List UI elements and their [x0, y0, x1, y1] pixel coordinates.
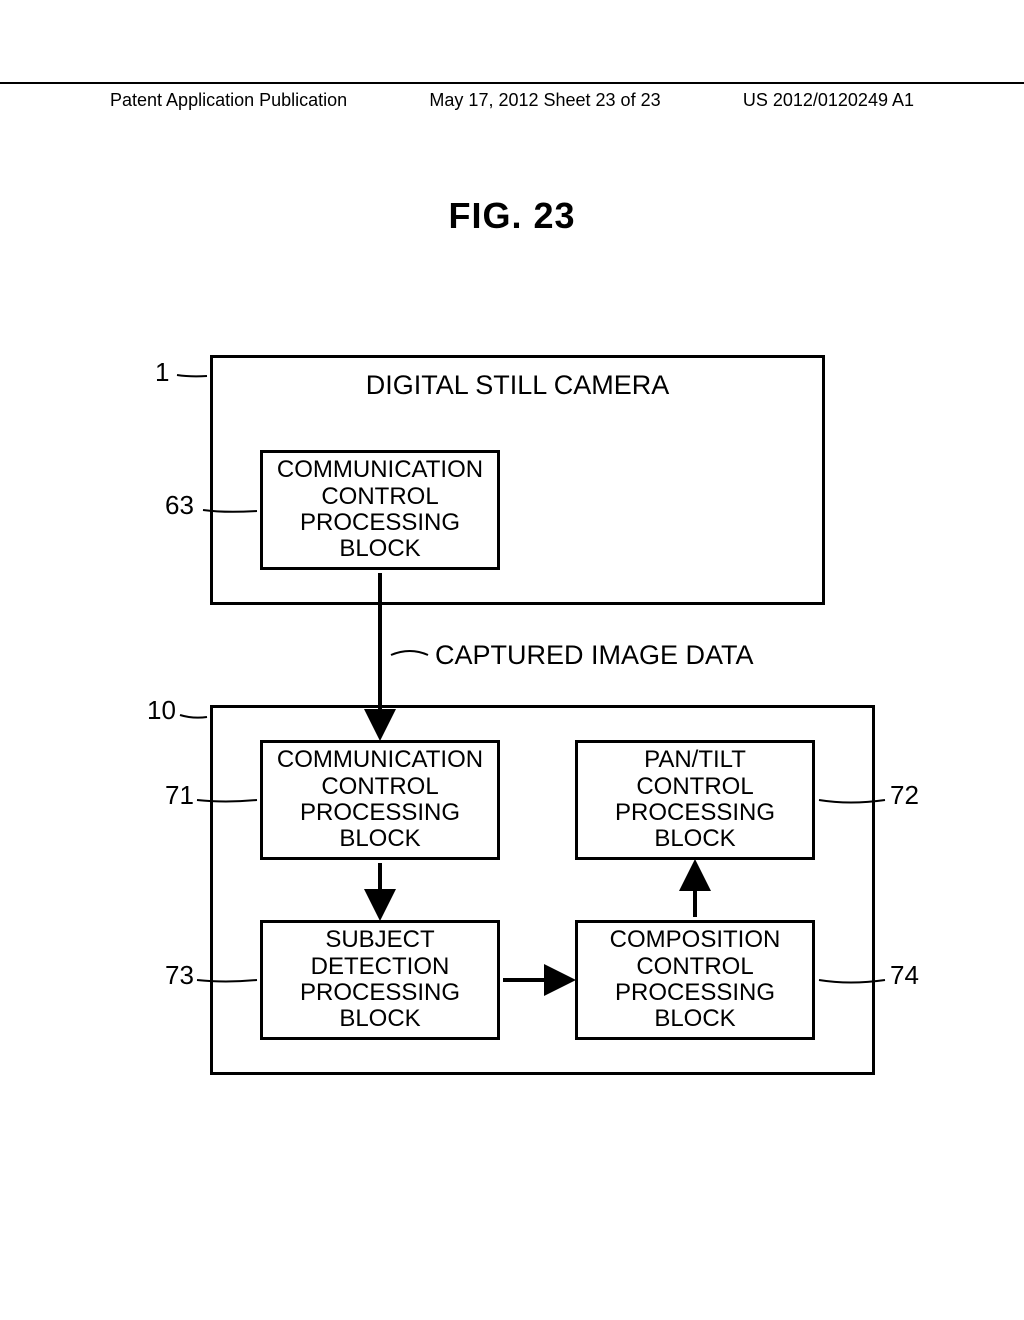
block-line: PROCESSING: [615, 980, 775, 1006]
ref-label-71: 71: [165, 780, 194, 811]
block-line: BLOCK: [339, 536, 420, 562]
block-line: COMMUNICATION: [277, 457, 483, 483]
ref-label-72: 72: [890, 780, 919, 811]
block-line: PROCESSING: [300, 800, 460, 826]
lower-comm-block: COMMUNICATION CONTROL PROCESSING BLOCK: [260, 740, 500, 860]
figure-title: FIG. 23: [0, 195, 1024, 237]
ref-label-1: 1: [155, 357, 169, 388]
subject-block: SUBJECT DETECTION PROCESSING BLOCK: [260, 920, 500, 1040]
block-line: BLOCK: [654, 1006, 735, 1032]
block-line: SUBJECT: [325, 927, 434, 953]
block-line: COMPOSITION: [610, 927, 781, 953]
block-line: PROCESSING: [300, 510, 460, 536]
data-flow-label: CAPTURED IMAGE DATA: [435, 640, 754, 671]
block-diagram: DIGITAL STILL CAMERA 1 COMMUNICATION CON…: [135, 355, 875, 1095]
block-line: PROCESSING: [615, 800, 775, 826]
header-right: US 2012/0120249 A1: [743, 90, 914, 111]
block-line: BLOCK: [654, 826, 735, 852]
ref-label-63: 63: [165, 490, 194, 521]
header-center: May 17, 2012 Sheet 23 of 23: [429, 90, 660, 111]
camera-container-title: DIGITAL STILL CAMERA: [210, 370, 825, 401]
ref-label-73: 73: [165, 960, 194, 991]
block-line: CONTROL: [636, 774, 753, 800]
ref-label-10: 10: [147, 695, 176, 726]
block-line: CONTROL: [636, 954, 753, 980]
block-line: COMMUNICATION: [277, 747, 483, 773]
block-line: DETECTION: [311, 954, 450, 980]
page-header: Patent Application Publication May 17, 2…: [0, 82, 1024, 111]
camera-comm-block: COMMUNICATION CONTROL PROCESSING BLOCK: [260, 450, 500, 570]
block-line: BLOCK: [339, 826, 420, 852]
block-line: BLOCK: [339, 1006, 420, 1032]
ref-label-74: 74: [890, 960, 919, 991]
block-line: CONTROL: [321, 774, 438, 800]
header-left: Patent Application Publication: [110, 90, 347, 111]
block-line: PROCESSING: [300, 980, 460, 1006]
composition-block: COMPOSITION CONTROL PROCESSING BLOCK: [575, 920, 815, 1040]
block-line: CONTROL: [321, 484, 438, 510]
pantilt-block: PAN/TILT CONTROL PROCESSING BLOCK: [575, 740, 815, 860]
block-line: PAN/TILT: [644, 747, 746, 773]
